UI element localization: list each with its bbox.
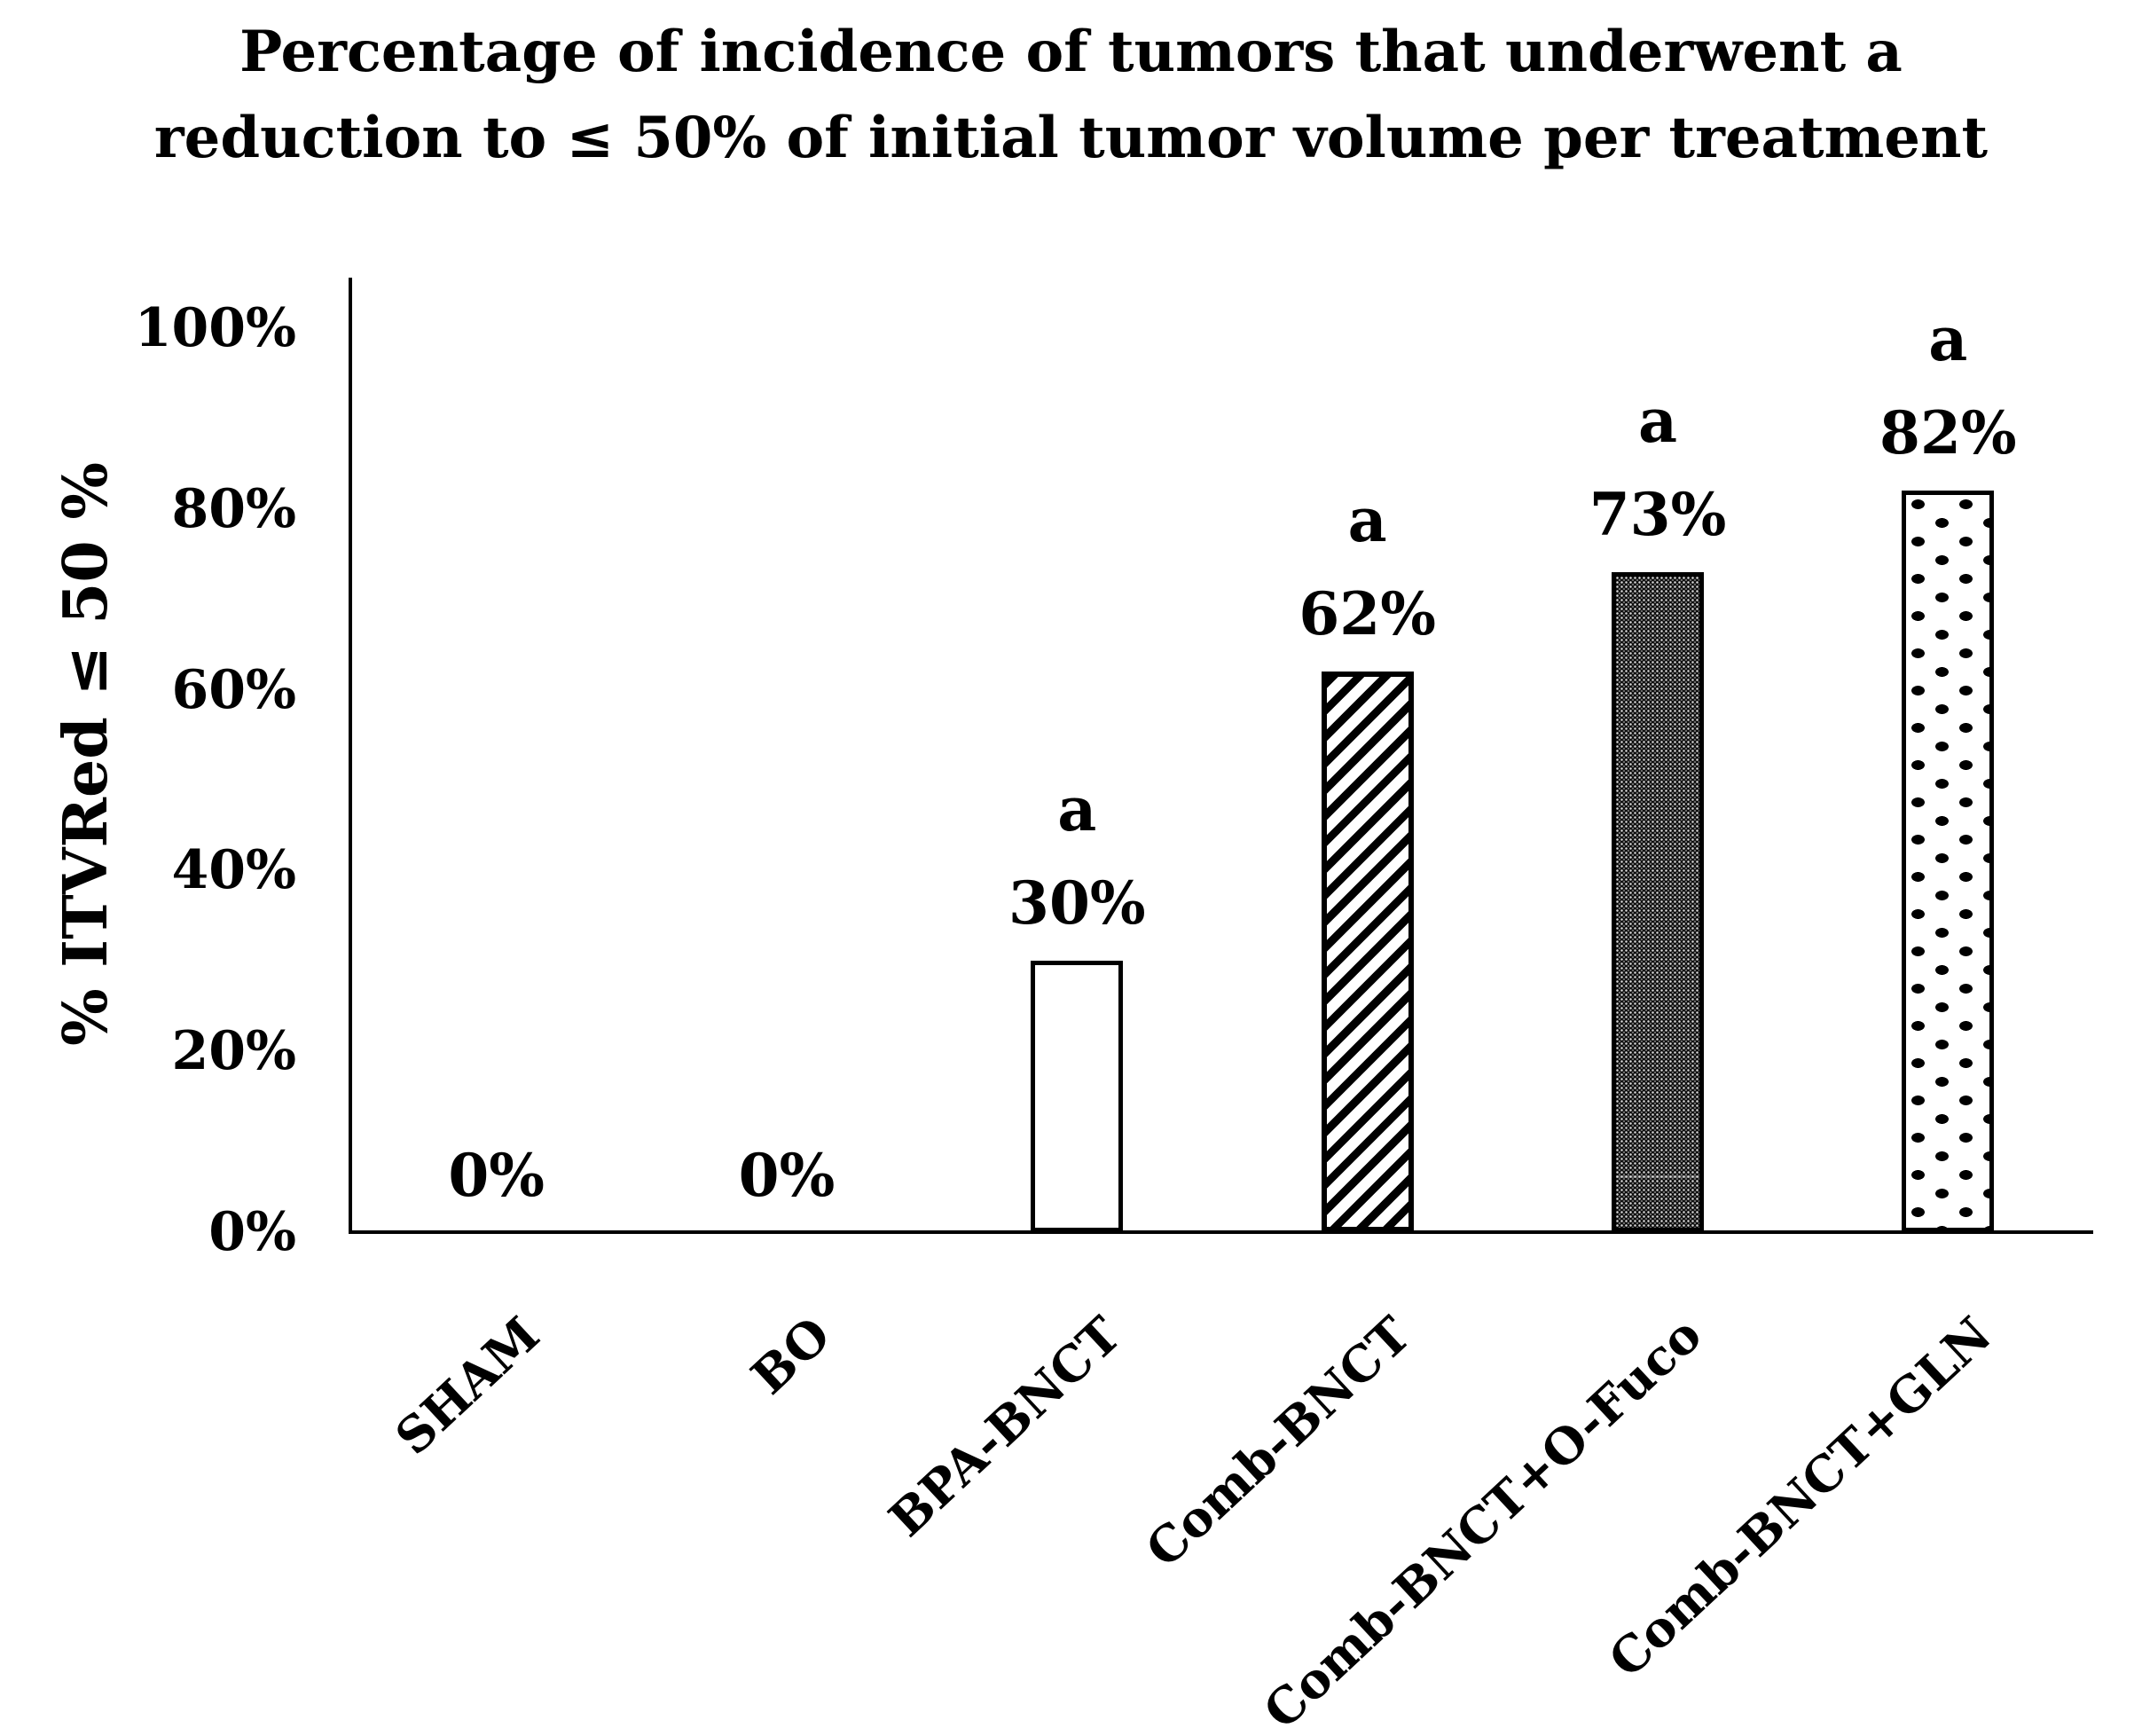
value-label-comb-bnct-gln: 82% bbox=[1879, 398, 2017, 468]
bar-comb-bnct bbox=[1321, 672, 1414, 1232]
significance-annotation-comb-bnct-o-fuco: a bbox=[1637, 386, 1678, 458]
y-axis-tick-label-20: 20% bbox=[171, 1020, 296, 1083]
significance-annotation-comb-bnct-gln: a bbox=[1928, 304, 1968, 376]
x-axis-label-bpa-bnct: BPA-BNCT bbox=[877, 1305, 1132, 1548]
bar-texture-seam bbox=[1616, 1174, 1699, 1178]
value-label-sham: 0% bbox=[448, 1141, 545, 1210]
y-axis-title: % ITVRed ≤ 50 % bbox=[51, 461, 122, 1047]
y-axis-tick-label-80: 80% bbox=[171, 477, 296, 540]
y-axis-tick-label-100: 100% bbox=[134, 297, 296, 359]
value-label-bo: 0% bbox=[738, 1141, 836, 1210]
y-axis-tick-label-40: 40% bbox=[171, 839, 296, 902]
chart-title-line-1: Percentage of incidence of tumors that u… bbox=[239, 19, 1903, 85]
value-label-bpa-bnct: 30% bbox=[1008, 868, 1146, 939]
x-axis-label-sham: SHAM bbox=[384, 1305, 551, 1466]
y-axis-line bbox=[349, 278, 352, 1234]
bar-comb-bnct-gln bbox=[1902, 491, 1995, 1232]
y-axis-tick-label-60: 60% bbox=[171, 658, 296, 721]
chart-title: Percentage of incidence of tumors that u… bbox=[0, 9, 2142, 181]
value-label-comb-bnct-o-fuco: 73% bbox=[1589, 480, 1727, 550]
x-axis-label-bo: BO bbox=[739, 1305, 841, 1406]
y-axis-tick-label-0: 0% bbox=[208, 1201, 296, 1263]
chart-title-line-2: reduction to ≤ 50% of initial tumor volu… bbox=[153, 105, 1989, 171]
bar-comb-bnct-o-fuco bbox=[1612, 572, 1704, 1232]
bar-bpa-bnct bbox=[1031, 961, 1124, 1232]
significance-annotation-comb-bnct: a bbox=[1347, 485, 1387, 557]
significance-annotation-bpa-bnct: a bbox=[1057, 774, 1097, 846]
x-axis-label-comb-bnct: Comb-BNCT bbox=[1134, 1305, 1422, 1579]
value-label-comb-bnct: 62% bbox=[1299, 579, 1436, 649]
x-axis-line bbox=[349, 1230, 2093, 1234]
